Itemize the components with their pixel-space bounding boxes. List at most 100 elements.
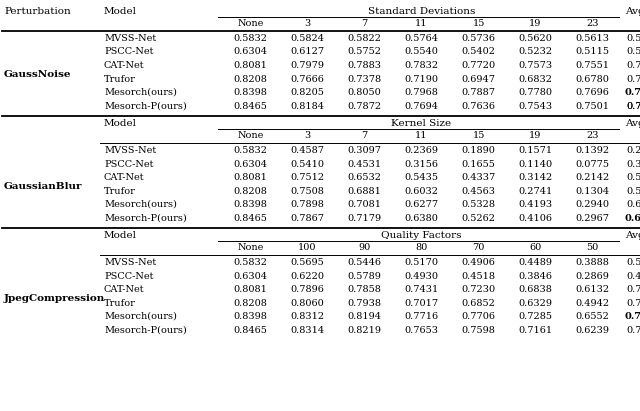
Text: 0.7832: 0.7832 [404,61,438,70]
Text: 0.1392: 0.1392 [575,146,609,155]
Text: 0.7512: 0.7512 [291,173,324,182]
Text: 0.1140: 0.1140 [518,159,552,169]
Text: 0.5410: 0.5410 [291,159,324,169]
Text: 0.7598: 0.7598 [461,326,495,335]
Text: 0.6947: 0.6947 [461,74,495,83]
Text: 0.3097: 0.3097 [348,146,381,155]
Text: 0.7049: 0.7049 [626,298,640,307]
Text: 0.7081: 0.7081 [348,200,381,209]
Text: 0.7286: 0.7286 [626,74,640,83]
Text: 0.7179: 0.7179 [348,213,381,222]
Text: 0.5115: 0.5115 [575,48,609,56]
Text: 0.5824: 0.5824 [291,34,324,43]
Text: 0.7968: 0.7968 [404,88,438,97]
Text: 0.6239: 0.6239 [575,326,609,335]
Text: 11: 11 [415,19,428,28]
Text: 0.5328: 0.5328 [461,200,495,209]
Text: 0.8398: 0.8398 [234,312,268,321]
Text: 0.7998: 0.7998 [625,88,640,97]
Text: 0.4518: 0.4518 [461,272,495,280]
Text: 0.7352: 0.7352 [626,285,640,294]
Text: 0.5061: 0.5061 [626,258,640,267]
Text: 0.4489: 0.4489 [518,258,552,267]
Text: 0.8208: 0.8208 [234,298,268,307]
Text: Model: Model [104,119,137,128]
Text: MVSS-Net: MVSS-Net [104,258,156,267]
Text: Trufor: Trufor [104,298,136,307]
Text: 0.4925: 0.4925 [626,272,640,280]
Text: 0.0775: 0.0775 [575,159,609,169]
Text: 0.7883: 0.7883 [348,61,381,70]
Text: 0.4531: 0.4531 [348,159,381,169]
Text: 0.2369: 0.2369 [404,146,438,155]
Text: Mesorch-P(ours): Mesorch-P(ours) [104,326,187,335]
Text: 3: 3 [305,131,310,140]
Text: 0.5832: 0.5832 [234,146,268,155]
Text: 0.8219: 0.8219 [348,326,381,335]
Text: 0.7017: 0.7017 [404,298,438,307]
Text: 0.6532: 0.6532 [348,173,381,182]
Text: MVSS-Net: MVSS-Net [104,34,156,43]
Text: 0.8398: 0.8398 [234,88,268,97]
Text: 0.7431: 0.7431 [404,285,438,294]
Text: 0.7636: 0.7636 [461,102,495,111]
Text: 0.6881: 0.6881 [348,187,381,196]
Text: 50: 50 [586,243,598,252]
Text: 0.8208: 0.8208 [234,187,268,196]
Text: 0.6016: 0.6016 [626,200,640,209]
Text: 0.7867: 0.7867 [291,213,324,222]
Text: 0.7161: 0.7161 [518,326,552,335]
Text: 0.3142: 0.3142 [518,173,552,182]
Text: Mesorch-P(ours): Mesorch-P(ours) [104,102,187,111]
Text: 0.6852: 0.6852 [461,298,495,307]
Text: None: None [237,243,264,252]
Text: 0.7543: 0.7543 [518,102,552,111]
Text: 0.7872: 0.7872 [348,102,381,111]
Text: 23: 23 [586,19,599,28]
Text: 0.7802: 0.7802 [626,61,640,70]
Text: 0.5540: 0.5540 [404,48,438,56]
Text: 0.7938: 0.7938 [348,298,381,307]
Text: 0.5402: 0.5402 [461,48,495,56]
Text: 0.5262: 0.5262 [461,213,495,222]
Text: 0.8060: 0.8060 [291,298,324,307]
Text: 0.8312: 0.8312 [291,312,324,321]
Text: 0.1571: 0.1571 [518,146,552,155]
Text: 0.3156: 0.3156 [404,159,438,169]
Text: 0.6304: 0.6304 [234,48,268,56]
Text: 0.5320: 0.5320 [626,187,640,196]
Text: PSCC-Net: PSCC-Net [104,272,154,280]
Text: 0.6032: 0.6032 [404,187,438,196]
Text: 60: 60 [529,243,541,252]
Text: 7: 7 [362,131,367,140]
Text: 0.7501: 0.7501 [575,102,609,111]
Text: Avg.F1: Avg.F1 [625,231,640,240]
Text: 80: 80 [415,243,428,252]
Text: 0.6380: 0.6380 [404,213,438,222]
Text: None: None [237,131,264,140]
Text: 0.7653: 0.7653 [404,326,438,335]
Text: 0.7898: 0.7898 [291,200,324,209]
Text: 0.7720: 0.7720 [461,61,495,70]
Text: 0.5764: 0.5764 [404,34,438,43]
Text: GaussianBlur: GaussianBlur [4,182,83,191]
Text: 0.7664: 0.7664 [626,326,640,335]
Text: 0.5620: 0.5620 [518,34,552,43]
Text: 0.7378: 0.7378 [348,74,381,83]
Text: Model: Model [104,231,137,240]
Text: 0.4563: 0.4563 [461,187,495,196]
Text: 0.8465: 0.8465 [234,213,268,222]
Text: 0.8184: 0.8184 [291,102,324,111]
Text: 0.5822: 0.5822 [348,34,381,43]
Text: 0.7896: 0.7896 [291,285,324,294]
Text: CAT-Net: CAT-Net [104,173,145,182]
Text: 0.6304: 0.6304 [234,159,268,169]
Text: 0.6127: 0.6127 [291,48,324,56]
Text: 0.3282: 0.3282 [626,159,640,169]
Text: 0.1655: 0.1655 [461,159,495,169]
Text: 0.8314: 0.8314 [291,326,324,335]
Text: 0.5446: 0.5446 [348,258,381,267]
Text: 0.7285: 0.7285 [518,312,552,321]
Text: Trufor: Trufor [104,74,136,83]
Text: 0.8465: 0.8465 [234,102,268,111]
